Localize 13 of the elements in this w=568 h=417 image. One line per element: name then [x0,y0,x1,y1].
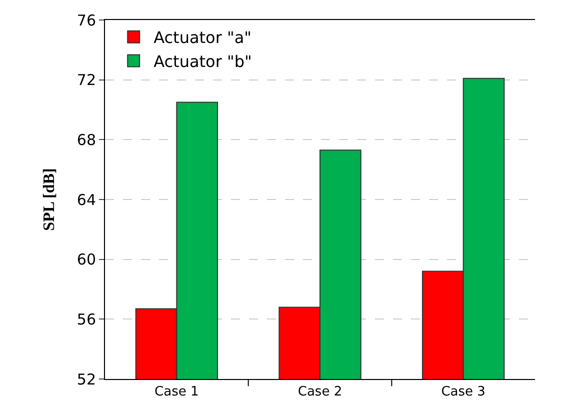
y-tick-label: 56 [76,310,96,328]
y-tick-label: 64 [76,190,96,209]
y-tick-label: 60 [76,250,96,269]
y-axis-title: SPL [dB] [40,168,58,231]
y-tick-label: 72 [76,71,96,90]
y-tick-label: 68 [76,130,96,149]
y-tick-label: 76 [76,11,96,30]
x-tick-label: Case 1 [154,384,199,400]
legend-label: Actuator "b" [154,52,252,71]
x-tick-label: Case 3 [441,384,486,400]
legend-label: Actuator "a" [154,28,252,48]
y-tick-label: 52 [76,370,96,388]
x-tick-label: Case 2 [298,384,342,400]
